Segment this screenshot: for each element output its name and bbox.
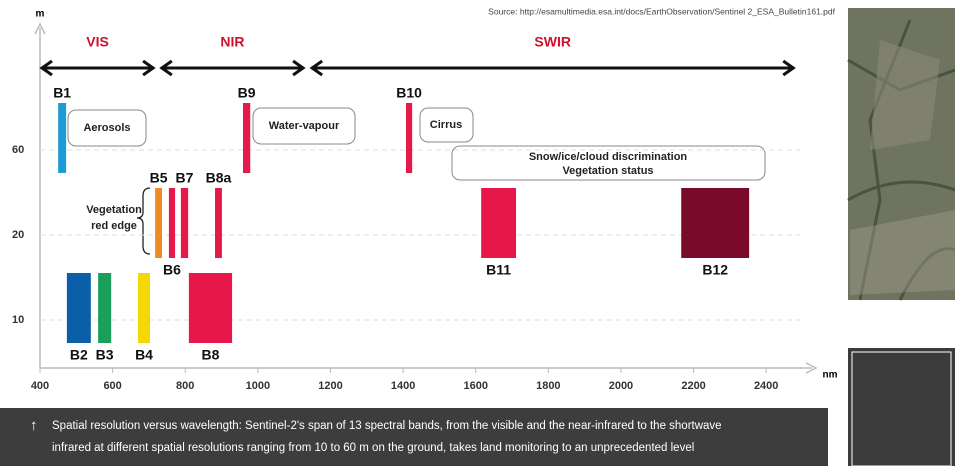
band — [215, 188, 222, 258]
band — [169, 188, 175, 258]
caption-arrow: ↑ — [30, 417, 38, 434]
band-label: B6 — [163, 262, 181, 278]
x-tick-label: 600 — [103, 380, 121, 392]
annotation: Cirrus — [430, 119, 462, 131]
annotation: Water-vapour — [269, 120, 340, 132]
annotation: Snow/ice/cloud discrimination — [529, 151, 688, 163]
band-label: B7 — [176, 170, 194, 186]
band — [481, 188, 516, 258]
x-tick-label: 1600 — [463, 380, 487, 392]
annotation: Aerosols — [83, 122, 130, 134]
region-label: VIS — [86, 34, 109, 50]
band-label: B5 — [150, 170, 168, 186]
band — [181, 188, 188, 258]
band — [681, 188, 749, 258]
image-detail — [870, 40, 940, 150]
annotation: Vegetation — [86, 204, 142, 216]
caption: Spatial resolution versus wavelength: Se… — [52, 420, 722, 432]
dark-panel — [848, 348, 955, 466]
band — [406, 103, 412, 173]
band-label: B11 — [486, 262, 511, 278]
x-tick-label: 1200 — [318, 380, 342, 392]
x-tick-label: 2400 — [754, 380, 778, 392]
band-label: B8 — [202, 347, 220, 363]
band-label: B4 — [135, 347, 153, 363]
x-tick-label: 1400 — [391, 380, 415, 392]
band — [155, 188, 162, 258]
y-tick-label: 10 — [12, 314, 24, 326]
band-label: B12 — [702, 262, 728, 278]
x-tick-label: 2000 — [609, 380, 633, 392]
caption-bar — [0, 408, 828, 466]
x-tick-label: 800 — [176, 380, 194, 392]
x-tick-label: 1800 — [536, 380, 560, 392]
region-label: NIR — [220, 34, 244, 50]
annotation: red edge — [91, 220, 137, 232]
region-label: SWIR — [534, 34, 571, 50]
band-label: B3 — [96, 347, 114, 363]
annotation: Vegetation status — [562, 165, 653, 177]
band-label: B2 — [70, 347, 88, 363]
x-tick-label: 400 — [31, 380, 49, 392]
band — [98, 273, 111, 343]
band — [189, 273, 232, 343]
band — [58, 103, 66, 173]
chart: Source: http://esamultimedia.esa.int/doc… — [0, 0, 955, 466]
band — [243, 103, 250, 173]
band — [138, 273, 150, 343]
source: Source: http://esamultimedia.esa.int/doc… — [488, 6, 835, 16]
x-tick-label: 2200 — [681, 380, 705, 392]
y-tick-label: 20 — [12, 229, 24, 241]
y-axis-label: m — [36, 9, 45, 20]
band-label: B8a — [206, 170, 232, 186]
band-label: B9 — [238, 85, 256, 101]
caption: infrared at different spatial resolution… — [52, 442, 694, 454]
brace — [137, 188, 150, 254]
x-axis-label: nm — [823, 370, 838, 381]
y-tick-label: 60 — [12, 144, 24, 156]
band — [67, 273, 91, 343]
x-tick-label: 1000 — [246, 380, 270, 392]
band-label: B10 — [396, 85, 422, 101]
band-label: B1 — [53, 85, 71, 101]
